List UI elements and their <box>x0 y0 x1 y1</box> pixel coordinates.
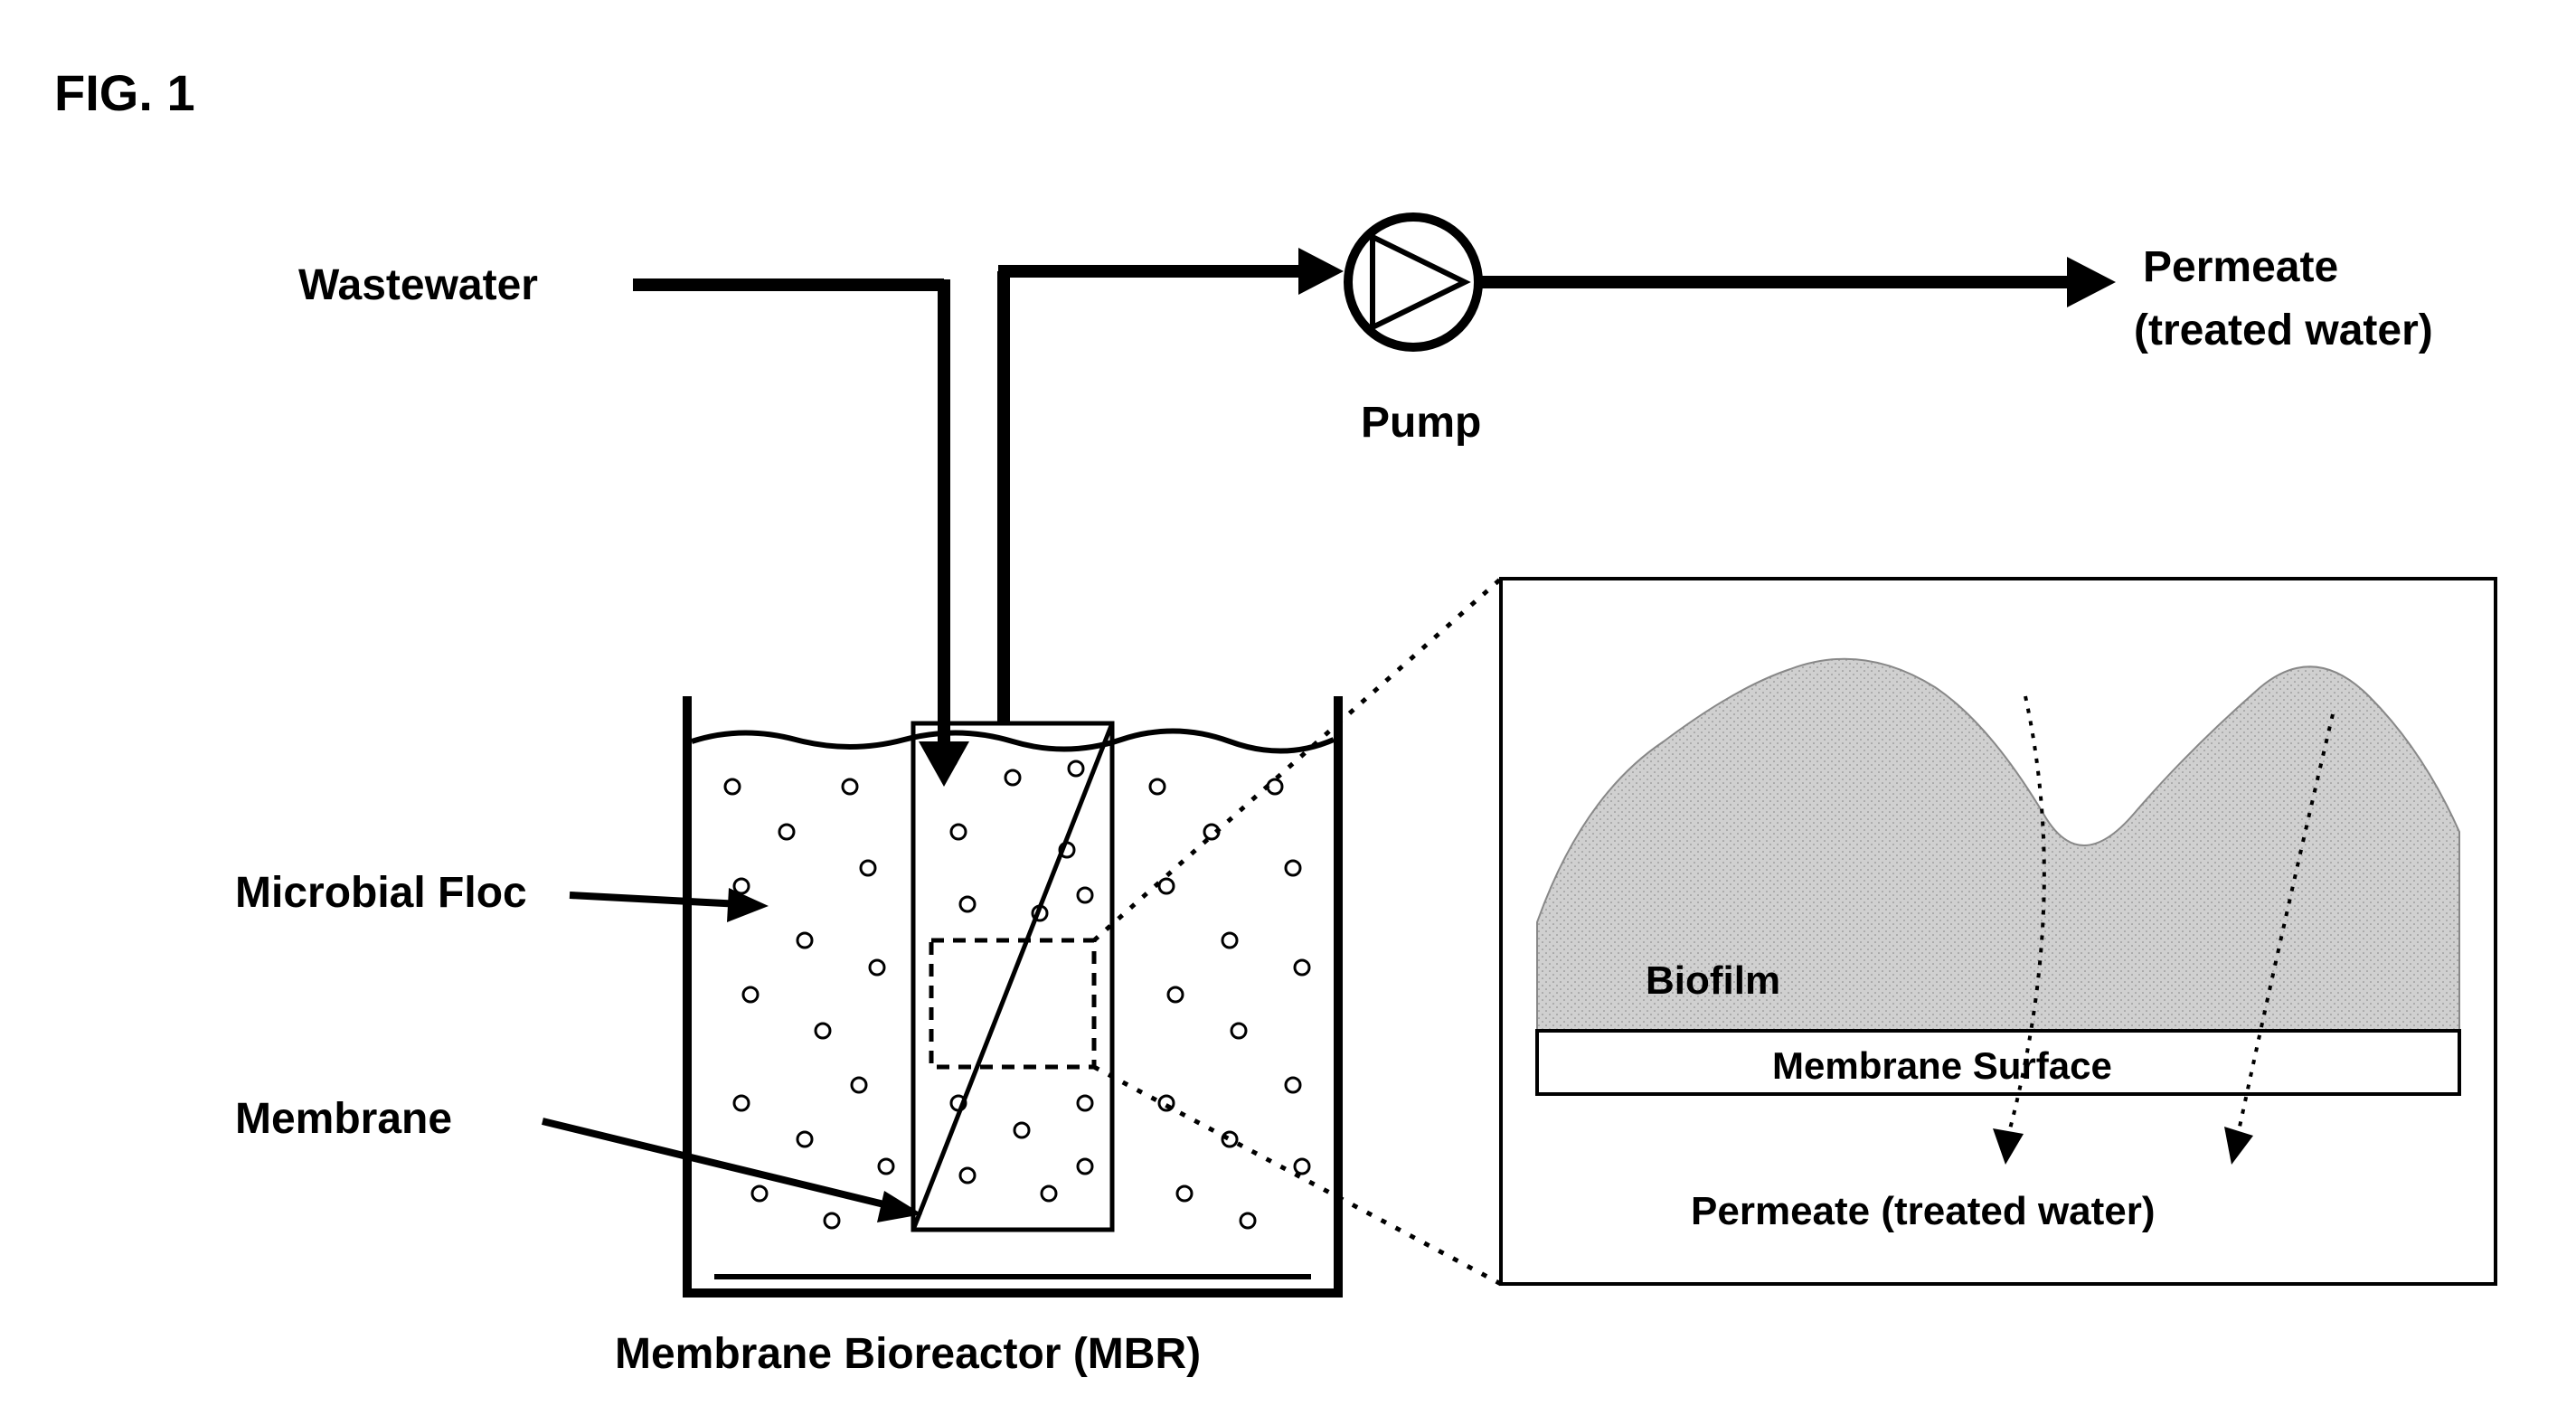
pump-symbol <box>1348 217 1478 347</box>
membrane-label: Membrane <box>235 1094 452 1144</box>
mbr-diagram <box>0 0 2576 1425</box>
detail-highlight-box <box>931 940 1094 1067</box>
membrane-module <box>913 723 1112 1230</box>
figure-title: FIG. 1 <box>54 63 195 122</box>
permeate-top-label: Permeate <box>2143 242 2338 292</box>
wastewater-label: Wastewater <box>298 260 538 310</box>
detail-box <box>1501 579 2496 1284</box>
microbial-floc-dots <box>725 752 1309 1228</box>
permeate-outflow-pipe <box>998 248 1344 723</box>
microbial-floc-label: Microbial Floc <box>235 868 527 918</box>
permeate-detail-label: Permeate (treated water) <box>1691 1189 2156 1234</box>
pump-label: Pump <box>1361 398 1481 448</box>
permeate-sub-label: (treated water) <box>2134 306 2433 355</box>
membrane-label-arrow <box>543 1121 922 1222</box>
biofilm-label: Biofilm <box>1646 958 1780 1004</box>
mbr-label: Membrane Bioreactor (MBR) <box>615 1329 1201 1379</box>
microbial-floc-arrow <box>570 888 769 922</box>
detail-leader-lines <box>1094 579 1501 1284</box>
membrane-surface-label: Membrane Surface <box>1772 1044 2112 1088</box>
permeate-out-line <box>1479 257 2116 307</box>
